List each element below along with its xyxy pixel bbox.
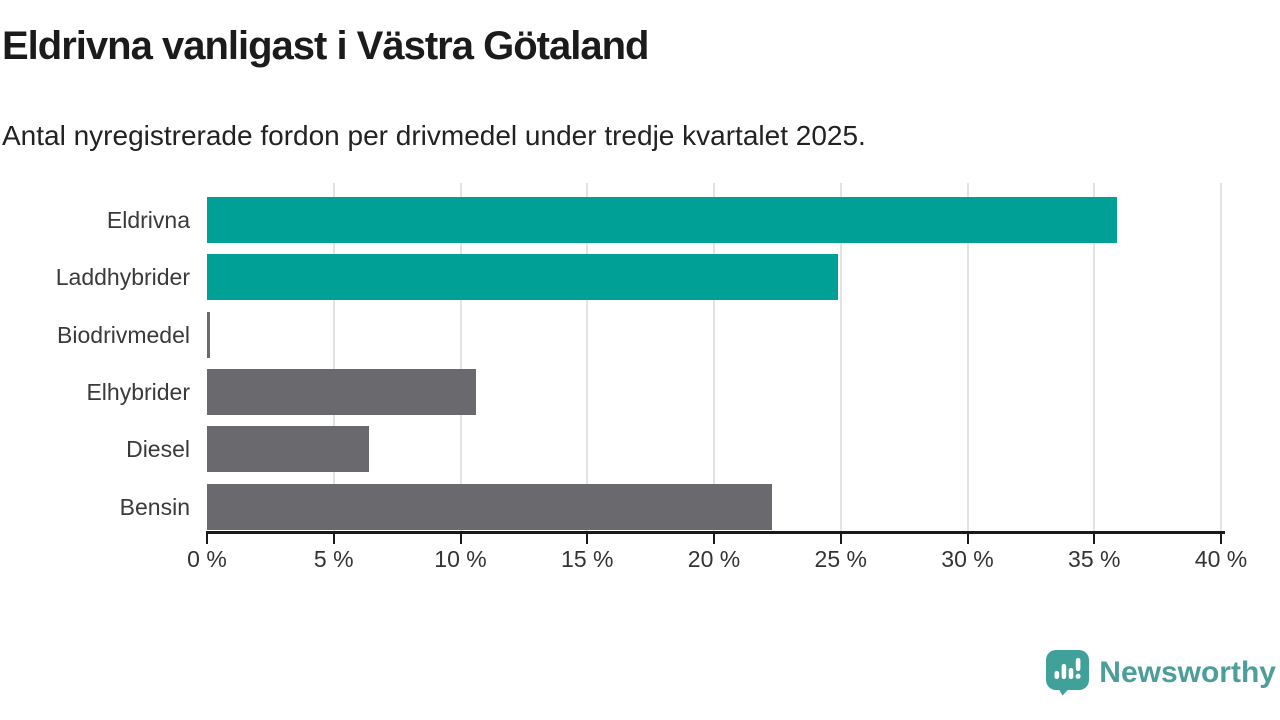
chart-subtitle: Antal nyregistrerade fordon per drivmede… xyxy=(2,120,866,151)
bar-elhybrider xyxy=(207,368,476,415)
brand-name: Newsworthy xyxy=(1099,655,1276,689)
x-tick-label-35: 35 % xyxy=(1068,546,1121,572)
x-axis-tick-40 xyxy=(1220,534,1222,544)
x-axis-tick-15 xyxy=(586,534,589,544)
x-tick-label-40: 40 % xyxy=(1194,546,1248,572)
category-label-diesel: Diesel xyxy=(126,436,190,463)
newsworthy-logo-icon xyxy=(1046,650,1090,696)
gridline-20-percent xyxy=(713,183,715,531)
x-axis-line xyxy=(206,531,1225,534)
x-tick-label-25: 25 % xyxy=(814,546,867,572)
bar-diesel xyxy=(207,426,370,473)
x-tick-label-30: 30 % xyxy=(941,546,994,572)
bar-laddhybrider xyxy=(207,254,839,301)
gridline-35-percent xyxy=(1093,183,1096,531)
gridline-5-percent xyxy=(332,183,335,531)
category-label-eldrivna: Eldrivna xyxy=(106,207,190,233)
category-label-elhybrider: Elhybrider xyxy=(86,378,190,405)
x-axis-tick-35 xyxy=(1093,534,1096,544)
gridline-15-percent xyxy=(586,183,589,531)
x-axis-tick-25 xyxy=(839,534,842,544)
x-axis-tick-20 xyxy=(713,534,715,544)
x-axis-tick-5 xyxy=(332,534,335,544)
plot-area: Eldrivna Laddhybrider Biodrivmedel Elhybrid… xyxy=(56,183,1247,572)
gridline-10-percent xyxy=(459,183,462,531)
x-tick-label-10: 10 % xyxy=(434,546,487,572)
category-label-biodrivmedel: Biodrivmedel xyxy=(57,321,190,348)
gridline-25-percent xyxy=(839,183,842,531)
chart-title: Eldrivna vanligast i Västra Götaland xyxy=(2,24,649,68)
bar-eldrivna xyxy=(207,197,1118,243)
x-tick-label-5: 5 % xyxy=(313,546,354,572)
bar-biodrivmedel xyxy=(207,311,210,358)
gridline-30-percent xyxy=(966,183,969,531)
category-label-laddhybrider: Laddhybrider xyxy=(55,264,190,291)
x-axis-tick-0 xyxy=(206,534,208,544)
brand-footer: Newsworthy xyxy=(1045,649,1276,696)
x-axis-tick-30 xyxy=(966,534,969,544)
category-label-bensin: Bensin xyxy=(119,493,190,520)
gridline-40-percent xyxy=(1220,183,1222,531)
x-axis-tick-10 xyxy=(459,534,462,544)
bar-bensin xyxy=(207,483,773,530)
x-tick-label-20: 20 % xyxy=(687,546,741,572)
x-tick-label-15: 15 % xyxy=(561,546,614,572)
x-tick-label-0: 0 % xyxy=(187,546,227,572)
